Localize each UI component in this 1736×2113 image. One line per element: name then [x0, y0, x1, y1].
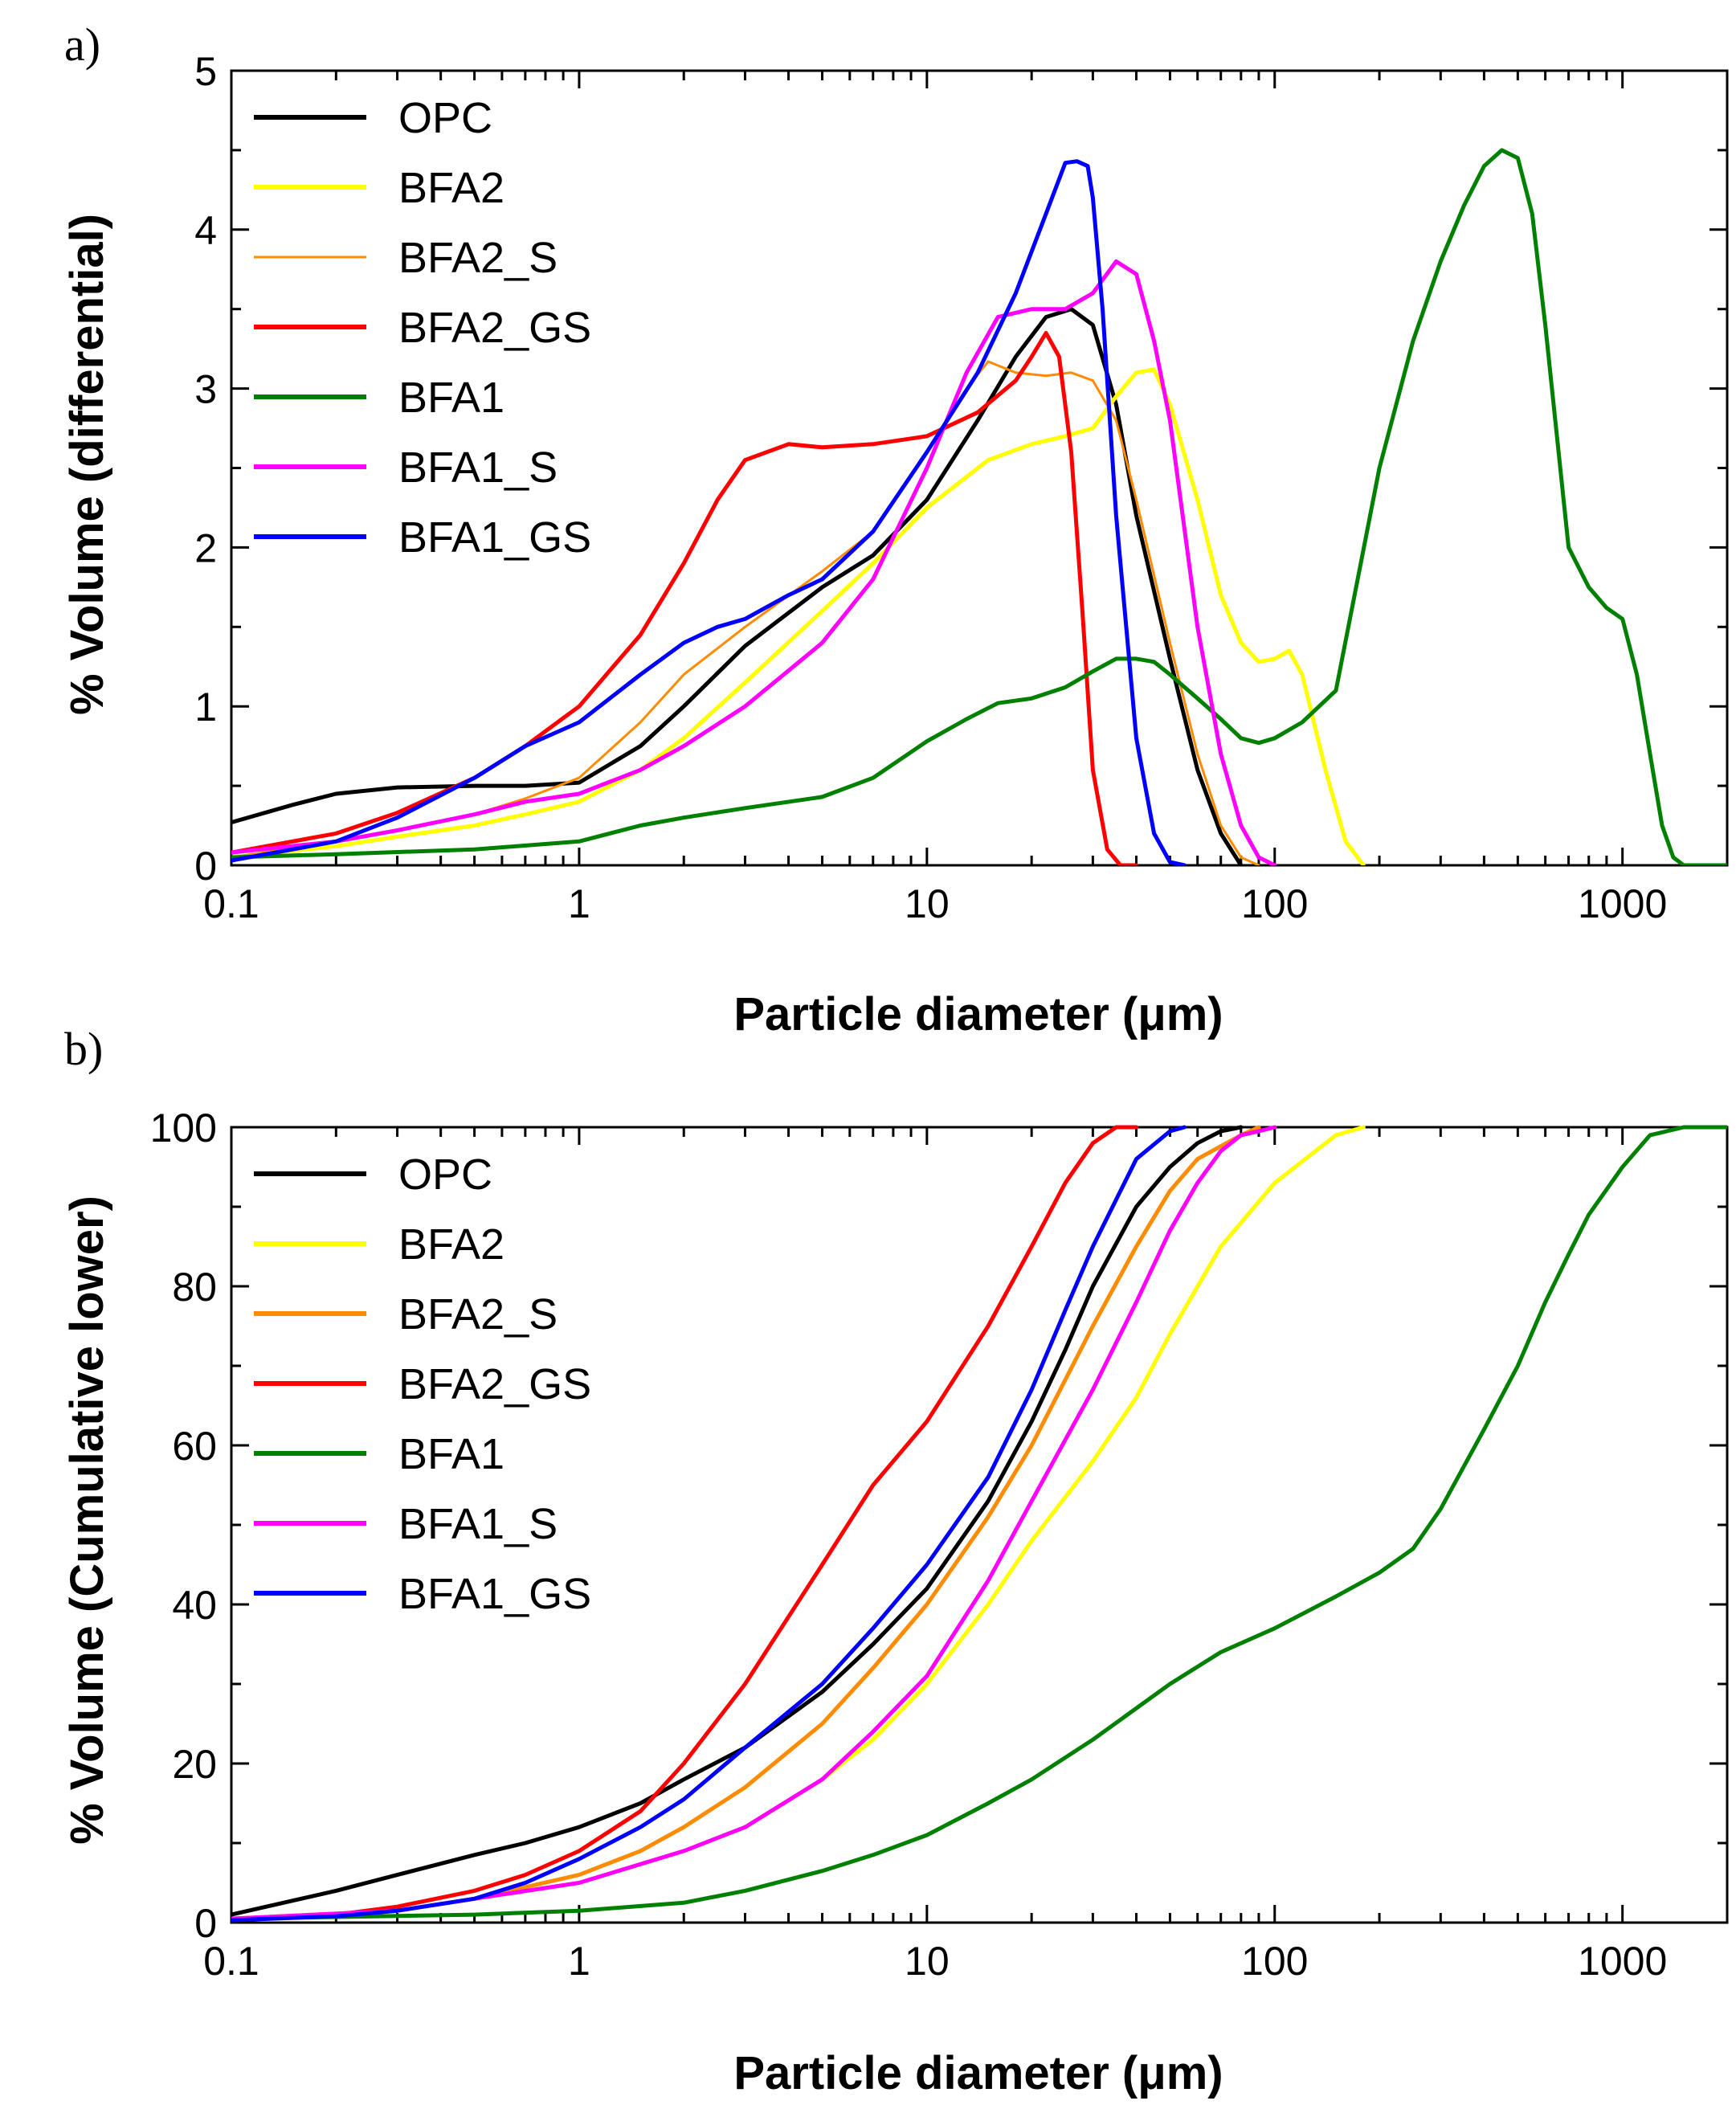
panel-b-x-tick-label: 100 — [1241, 1939, 1308, 1984]
panel-a-x-tick-label: 10 — [905, 881, 950, 926]
panel-b-series-group — [231, 1125, 1727, 1923]
series-line-bfa1-gs — [231, 1125, 1187, 1923]
legend-label-bfa2: BFA2 — [398, 1220, 504, 1269]
panel-a-y-axis-title: % Volume (differential) — [61, 214, 113, 715]
legend-label-bfa2: BFA2 — [398, 164, 504, 212]
panel-b-cumulative-chart: b) 0.1 1 10 100 1000 0 20 40 60 80 100 OPC BFA2 BFA2… — [61, 1023, 1729, 2099]
panel-a-y-tick-label: 5 — [194, 49, 217, 94]
panel-b-y-tick-label: 100 — [150, 1106, 217, 1151]
series-line-bfa1-s — [231, 259, 1277, 865]
panel-b-x-tick-label: 0.1 — [203, 1939, 259, 1984]
panel-b-x-tick-label: 10 — [905, 1939, 950, 1984]
series-line-bfa1-gs — [231, 159, 1187, 865]
panel-a-legend: OPC BFA2 BFA2_S BFA2_GS BFA1 BFA1_S BFA1_GS — [254, 94, 591, 562]
series-line-bfa2-gs — [231, 1125, 1138, 1921]
legend-label-bfa1-gs: BFA1_GS — [398, 1570, 591, 1618]
panel-b-label: b) — [64, 1023, 103, 1075]
legend-label-bfa2-s: BFA2_S — [398, 234, 558, 282]
panel-b-y-tick-label: 60 — [172, 1424, 217, 1469]
panel-a-y-tick-label: 2 — [194, 525, 217, 570]
panel-a-x-tick-label: 100 — [1241, 881, 1308, 926]
panel-b-y-tick-label: 0 — [194, 1901, 217, 1946]
legend-label-bfa1: BFA1 — [398, 374, 504, 422]
panel-a-y-tick-label: 3 — [194, 367, 217, 412]
panel-a-label: a) — [64, 18, 100, 71]
series-line-bfa2-s — [231, 1125, 1261, 1921]
panel-a-series-group — [231, 148, 1727, 865]
legend-label-bfa2-s: BFA2_S — [398, 1290, 558, 1339]
legend-label-bfa1-s: BFA1_S — [398, 443, 558, 492]
series-line-bfa1-s — [231, 1125, 1277, 1921]
panel-a-y-tick-label: 1 — [194, 685, 217, 730]
panel-a-x-tick-label: 1000 — [1578, 881, 1667, 926]
legend-label-bfa1: BFA1 — [398, 1430, 504, 1478]
panel-b-y-axis-title: % Volume (Cumulative lower) — [61, 1195, 113, 1845]
panel-b-x-axis-title: Particle diameter (μm) — [733, 2047, 1223, 2099]
panel-b-x-tick-label: 1 — [568, 1939, 590, 1984]
panel-a-differential-chart: a) 0.1 1 10 100 1000 0 1 2 3 4 5 OPC BFA2 BFA2_S BFA2… — [61, 18, 1729, 1040]
panel-a-axes: 0.1 1 10 100 1000 0 1 2 3 4 5 — [194, 49, 1729, 926]
panel-a-y-tick-label: 0 — [194, 844, 217, 889]
legend-label-bfa2-gs: BFA2_GS — [398, 1360, 591, 1408]
legend-label-opc: OPC — [398, 94, 492, 142]
series-line-bfa2-gs — [231, 330, 1138, 865]
series-line-bfa1 — [231, 1125, 1727, 1921]
legend-label-bfa1-gs: BFA1_GS — [398, 513, 591, 562]
panel-b-legend: OPC BFA2 BFA2_S BFA2_GS BFA1 BFA1_S BFA1_GS — [254, 1151, 591, 1618]
panel-a-x-tick-label: 1 — [568, 881, 590, 926]
series-line-opc — [231, 1125, 1244, 1917]
series-line-opc — [231, 307, 1244, 865]
legend-label-bfa2-gs: BFA2_GS — [398, 304, 591, 352]
panel-b-x-tick-label: 1000 — [1578, 1939, 1667, 1984]
panel-b-axes: 0.1 1 10 100 1000 0 20 40 60 80 100 — [150, 1106, 1729, 1984]
panel-b-y-tick-label: 80 — [172, 1265, 217, 1310]
panel-a-x-tick-label: 0.1 — [203, 881, 259, 926]
panel-b-y-tick-label: 20 — [172, 1742, 217, 1787]
legend-label-bfa1-s: BFA1_S — [398, 1500, 558, 1548]
panel-a-y-tick-label: 4 — [194, 208, 217, 253]
series-line-bfa1 — [231, 148, 1727, 865]
legend-label-opc: OPC — [398, 1151, 492, 1199]
series-line-bfa2 — [231, 367, 1366, 865]
panel-b-y-tick-label: 40 — [172, 1583, 217, 1628]
panel-a-x-axis-title: Particle diameter (μm) — [733, 988, 1223, 1040]
